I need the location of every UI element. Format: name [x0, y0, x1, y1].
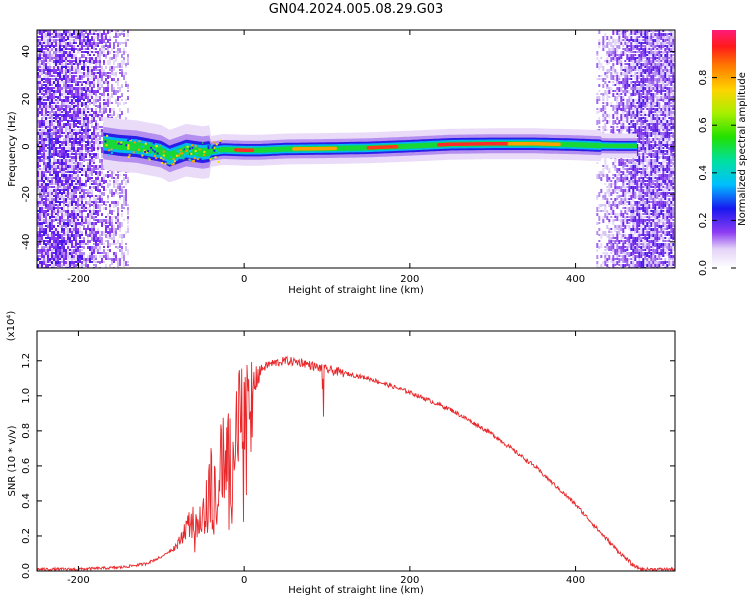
- y-tick-label: 1.2: [21, 353, 32, 369]
- y-tick-label: 0.4: [21, 493, 32, 509]
- ridge-speckles: [104, 134, 222, 166]
- x-tick-label: 400: [566, 575, 585, 586]
- y-axis-label: Frequency (Hz): [7, 111, 18, 187]
- x-tick-label: 0: [241, 274, 247, 285]
- y-axis-label: SNR (10 * v/v): [7, 425, 18, 496]
- ridge-peak-segment: [366, 144, 399, 150]
- colorbar-tick-label: 0.4: [698, 165, 709, 181]
- ridge-peak-segment: [437, 142, 511, 147]
- x-tick-label: 200: [400, 274, 419, 285]
- heatmap-frame: [36, 29, 676, 269]
- snr-frame: [36, 330, 676, 572]
- y-tick-label: 40: [21, 45, 32, 58]
- colorbar-tick-label: 0.6: [698, 117, 709, 133]
- y-tick-label: -40: [21, 234, 32, 250]
- x-tick-label: -200: [67, 274, 90, 285]
- x-axis-label: Height of straight line (km): [288, 285, 424, 296]
- x-tick-label: -200: [67, 575, 90, 586]
- colorbar-tick-label: 0.2: [698, 212, 709, 228]
- snr-series-line: [37, 355, 675, 571]
- colorbar-tick-label: 0.0: [698, 260, 709, 276]
- x-axis-label: Height of straight line (km): [288, 585, 424, 596]
- ridge-peak-segment: [507, 142, 561, 147]
- chart-title: GN04.2024.005.08.29.G03: [268, 2, 444, 17]
- y-scale-label: (x10⁴): [6, 311, 17, 342]
- ridge-peak-segment: [292, 146, 338, 151]
- x-tick-label: 200: [400, 575, 419, 586]
- x-tick-label: 400: [566, 274, 585, 285]
- y-tick-label: 0.6: [21, 458, 32, 474]
- y-tick-label: -20: [21, 186, 32, 202]
- colorbar-label: Normalized spectral amplitude: [737, 72, 748, 226]
- colorbar: [712, 30, 736, 268]
- colorbar-tick-label: 0.8: [698, 70, 709, 86]
- y-tick-label: 1.0: [21, 388, 32, 404]
- noise-region: [37, 30, 129, 268]
- y-tick-label: 0.0: [21, 563, 32, 579]
- y-tick-label: 20: [21, 93, 32, 106]
- y-tick-label: 0.2: [21, 528, 32, 544]
- noise-streak: [48, 132, 51, 171]
- y-tick-label: 0.8: [21, 423, 32, 439]
- y-tick-label: 0: [21, 143, 32, 149]
- spectrogram-heatmap: [37, 30, 675, 268]
- x-tick-label: 0: [241, 575, 247, 586]
- snr-plot-area: [37, 355, 675, 571]
